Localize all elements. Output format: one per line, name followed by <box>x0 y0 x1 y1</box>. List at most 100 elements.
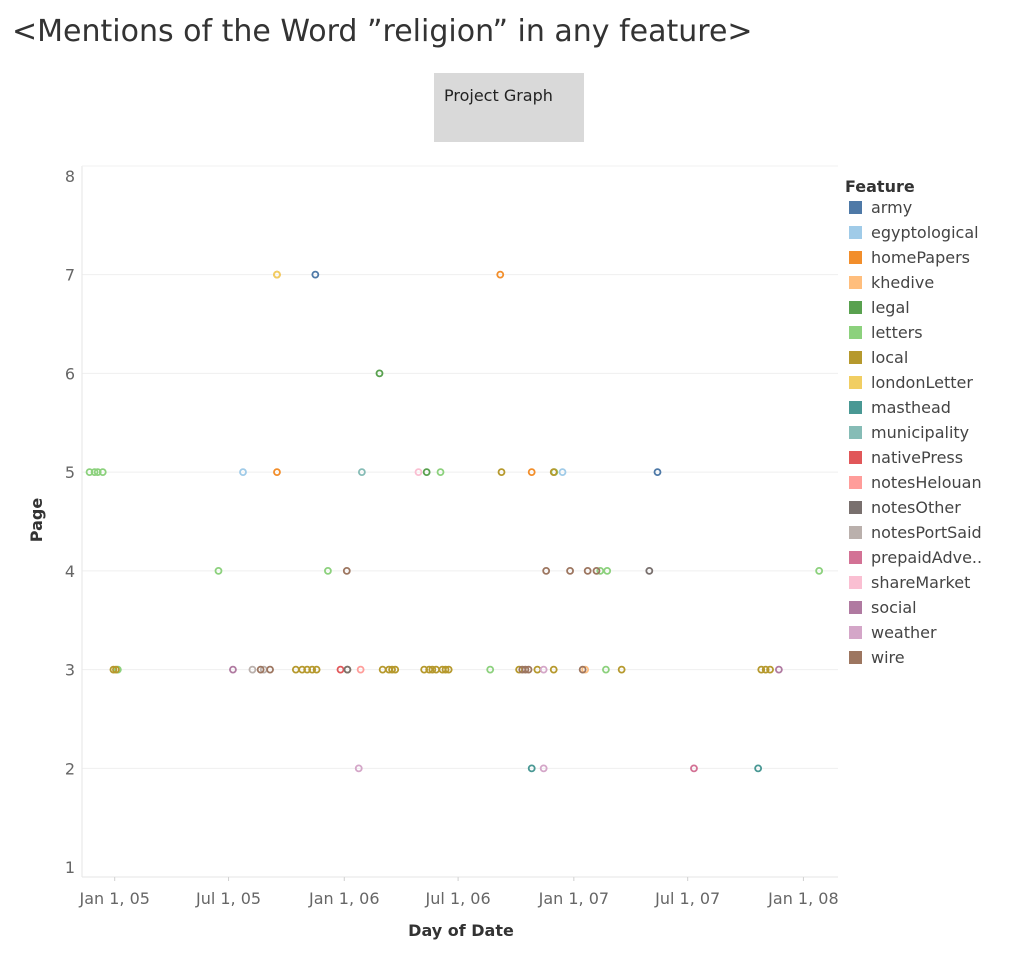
page-title: <Mentions of the Word ”religion” in any … <box>12 14 753 49</box>
data-point-letters[interactable] <box>85 468 94 477</box>
data-point-municipality[interactable] <box>357 468 366 477</box>
data-point-homepapers[interactable] <box>527 468 536 477</box>
data-point-legal[interactable] <box>422 468 431 477</box>
data-point-local[interactable] <box>425 665 434 674</box>
data-point-local[interactable] <box>109 665 118 674</box>
data-point-letters[interactable] <box>815 566 824 575</box>
legend-item[interactable]: legal <box>845 298 1010 323</box>
data-point-weather[interactable] <box>354 764 363 773</box>
data-point-local[interactable] <box>308 665 317 674</box>
data-point-local[interactable] <box>761 665 770 674</box>
data-point-noteshelouan[interactable] <box>356 665 365 674</box>
legend-item[interactable]: army <box>845 198 1010 223</box>
data-point-legal[interactable] <box>375 369 384 378</box>
data-point-letters[interactable] <box>596 566 605 575</box>
legend-item[interactable]: social <box>845 598 1010 623</box>
data-point-wire[interactable] <box>583 566 592 575</box>
data-point-wire[interactable] <box>542 566 551 575</box>
legend: Feature army egyptological homePapers khedi… <box>845 176 1010 673</box>
legend-item[interactable]: wire <box>845 648 1010 673</box>
data-point-notesother[interactable] <box>645 566 654 575</box>
data-point-local[interactable] <box>549 665 558 674</box>
data-point-local[interactable] <box>497 468 506 477</box>
data-point-weather[interactable] <box>539 665 548 674</box>
legend-item[interactable]: homePapers <box>845 248 1010 273</box>
data-point-local[interactable] <box>766 665 774 674</box>
data-point-homepapers[interactable] <box>496 270 505 279</box>
data-point-local[interactable] <box>391 665 400 674</box>
data-point-wire[interactable] <box>256 665 265 674</box>
x-tick-label: Jan 1, 08 <box>767 889 838 908</box>
data-point-letters[interactable] <box>603 566 612 575</box>
data-point-letters[interactable] <box>486 665 495 674</box>
legend-item[interactable]: nativePress <box>845 448 1010 473</box>
data-point-social[interactable] <box>229 665 237 674</box>
legend-swatch <box>849 401 862 414</box>
data-point-army[interactable] <box>653 468 662 477</box>
data-point-local[interactable] <box>420 665 429 674</box>
data-point-local[interactable] <box>549 468 558 477</box>
data-point-egyptological[interactable] <box>558 468 567 477</box>
data-point-londonletter[interactable] <box>273 270 281 279</box>
data-point-wire[interactable] <box>342 566 351 575</box>
legend-item[interactable]: masthead <box>845 398 1010 423</box>
legend-item[interactable]: khedive <box>845 273 1010 298</box>
data-point-local[interactable] <box>312 665 321 674</box>
legend-swatch <box>849 576 862 589</box>
legend-item[interactable]: londonLetter <box>845 373 1010 398</box>
data-point-social[interactable] <box>774 665 783 674</box>
data-point-local[interactable] <box>428 665 437 674</box>
data-point-notesportsaid[interactable] <box>248 665 257 674</box>
data-point-wire[interactable] <box>566 566 574 575</box>
data-point-letters[interactable] <box>436 468 445 477</box>
data-point-masthead[interactable] <box>754 764 763 773</box>
data-point-prepaidadve[interactable] <box>690 764 698 773</box>
data-point-wire[interactable] <box>266 665 274 674</box>
data-point-letters[interactable] <box>602 665 610 674</box>
legend-items: army egyptological homePapers khedive legal l… <box>845 198 1010 673</box>
legend-item[interactable]: notesHelouan <box>845 473 1010 498</box>
data-point-letters[interactable] <box>324 566 332 575</box>
data-point-wire[interactable] <box>592 566 601 575</box>
data-point-khedive[interactable] <box>581 665 590 674</box>
gridlines <box>82 274 838 769</box>
data-point-army[interactable] <box>311 270 320 279</box>
legend-item[interactable]: weather <box>845 623 1010 648</box>
legend-item[interactable]: egyptological <box>845 223 1010 248</box>
data-point-weather[interactable] <box>539 764 548 773</box>
data-point-letters[interactable] <box>90 468 99 477</box>
data-point-local[interactable] <box>441 665 450 674</box>
data-point-wire[interactable] <box>578 665 587 674</box>
legend-label: prepaidAdve.. <box>871 548 983 567</box>
legend-item[interactable]: municipality <box>845 423 1010 448</box>
data-point-egyptological[interactable] <box>239 468 247 477</box>
data-point-local[interactable] <box>388 665 396 674</box>
data-point-homepapers[interactable] <box>273 468 281 477</box>
data-point-wire[interactable] <box>521 665 530 674</box>
project-graph-button[interactable]: Project Graph <box>434 73 584 142</box>
data-point-local[interactable] <box>303 665 312 674</box>
data-point-notesother[interactable] <box>343 665 352 674</box>
data-point-local[interactable] <box>298 665 307 674</box>
data-point-local[interactable] <box>112 665 120 674</box>
legend-item[interactable]: shareMarket <box>845 573 1010 598</box>
data-point-local[interactable] <box>444 665 453 674</box>
data-point-letters[interactable] <box>93 468 102 477</box>
legend-swatch <box>849 501 862 514</box>
legend-label: wire <box>871 648 905 667</box>
legend-item[interactable]: notesOther <box>845 498 1010 523</box>
data-point-local[interactable] <box>617 665 626 674</box>
data-point-masthead[interactable] <box>527 764 536 773</box>
data-point-letters[interactable] <box>214 566 223 575</box>
data-point-sharemarket[interactable] <box>414 468 423 477</box>
data-point-nativepress[interactable] <box>336 665 345 674</box>
legend-swatch <box>849 526 862 539</box>
legend-item[interactable]: prepaidAdve.. <box>845 548 1010 573</box>
data-point-local[interactable] <box>757 665 766 674</box>
legend-item[interactable]: letters <box>845 323 1010 348</box>
legend-swatch <box>849 251 862 264</box>
legend-item[interactable]: notesPortSaid <box>845 523 1010 548</box>
data-point-letters[interactable] <box>98 468 107 477</box>
legend-item[interactable]: local <box>845 348 1010 373</box>
data-point-wire[interactable] <box>524 665 533 674</box>
